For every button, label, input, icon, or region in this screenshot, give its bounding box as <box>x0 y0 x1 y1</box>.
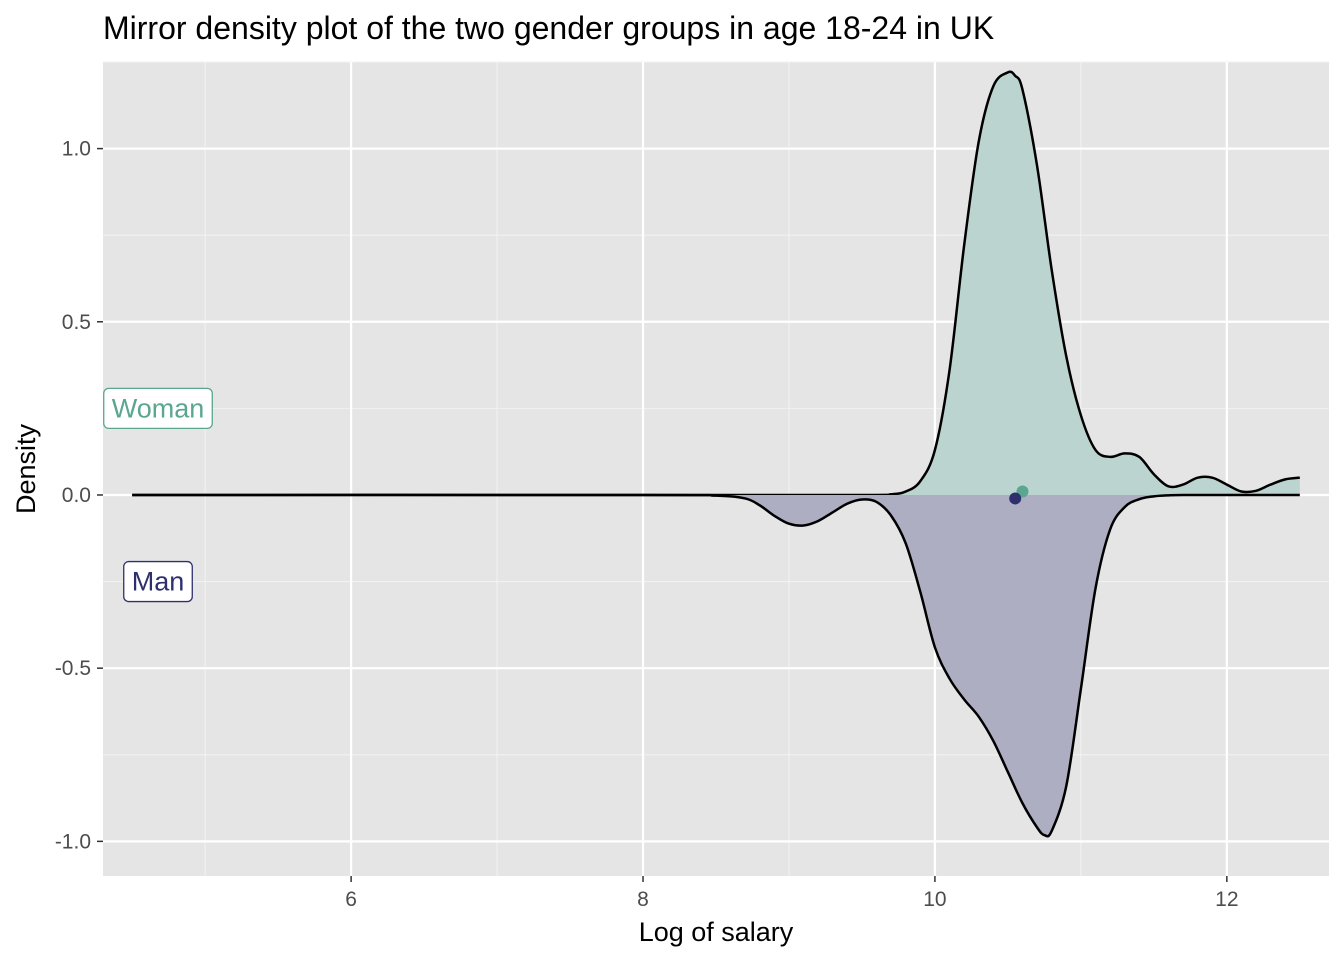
y-axis-title: Density <box>11 423 41 514</box>
group-label-box <box>123 560 193 603</box>
group-label-woman: Woman <box>103 387 213 430</box>
x-tick-label: 12 <box>1215 888 1238 911</box>
density-areas <box>132 70 1300 838</box>
x-axis-title: Log of salary <box>639 917 794 947</box>
density-line-woman <box>132 70 1300 497</box>
x-axis-ticks: 6 8 10 12 <box>345 876 1239 911</box>
mean-marker-man <box>1009 492 1022 505</box>
y-tick-label: -0.5 <box>55 657 91 680</box>
group-label-man: Man <box>123 560 193 603</box>
minor-gridlines <box>103 61 1329 876</box>
group-label-text: Woman <box>112 393 205 423</box>
y-tick-label: 0.0 <box>62 484 91 507</box>
y-tick-label: 1.0 <box>62 138 91 161</box>
mean-markers <box>1009 485 1029 505</box>
group-label-box <box>103 387 213 430</box>
group-labels: Woman Man <box>103 387 213 603</box>
x-tick-label: 6 <box>345 888 357 911</box>
chart-title: Mirror density plot of the two gender gr… <box>103 10 994 46</box>
density-area-man <box>132 494 1300 837</box>
group-label-text: Man <box>132 567 185 597</box>
density-area-woman <box>132 71 1300 496</box>
x-tick-label: 10 <box>923 888 946 911</box>
y-tick-label: 0.5 <box>62 311 91 334</box>
x-tick-label: 8 <box>637 888 649 911</box>
density-line-man <box>132 493 1300 838</box>
y-tick-label: -1.0 <box>55 830 91 853</box>
y-axis-ticks: -1.0 -0.5 0.0 0.5 1.0 <box>55 138 103 853</box>
